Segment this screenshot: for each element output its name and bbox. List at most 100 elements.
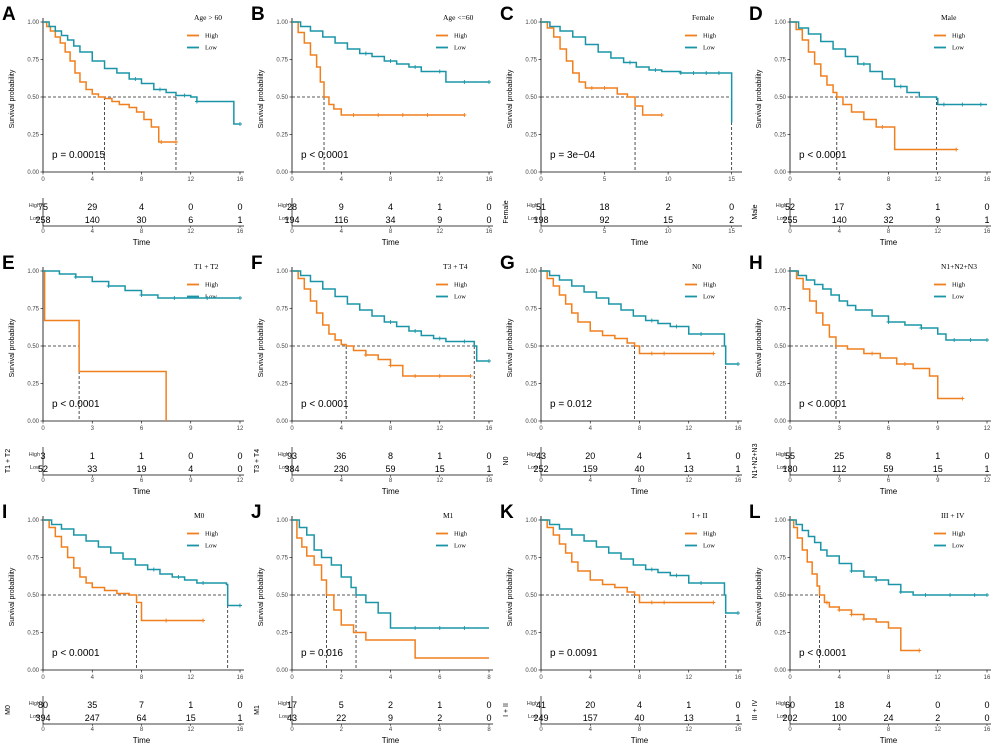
- risk-row-label-high: High: [278, 203, 289, 209]
- risk-count-low: 34: [385, 215, 395, 225]
- x-tick-label: 8: [389, 426, 393, 432]
- risk-count-low: 13: [684, 464, 694, 474]
- censor-mark-low: [678, 71, 683, 75]
- x-tick-label: 16: [237, 177, 244, 183]
- risk-x-tick-label: 12: [436, 478, 443, 484]
- survival-curve-high: [541, 21, 662, 116]
- legend-title: Female: [692, 13, 715, 22]
- x-tick-label: 0: [539, 675, 543, 681]
- censor-mark-low: [437, 336, 442, 341]
- y-tick-label: 1.00: [276, 269, 288, 275]
- risk-count-high: 0: [984, 202, 989, 212]
- censor-mark-high: [468, 374, 473, 378]
- survival-curve-low: [292, 270, 489, 362]
- risk-x-tick-label: 12: [934, 229, 941, 235]
- risk-count-high: 4: [637, 451, 642, 461]
- risk-x-tick-label: 4: [340, 478, 344, 484]
- legend-high-label: High: [454, 282, 468, 289]
- risk-x-tick-label: 6: [140, 478, 144, 484]
- risk-count-high: 4: [637, 700, 642, 710]
- risk-x-tick-label: 4: [589, 727, 593, 733]
- risk-count-low: 15: [663, 215, 673, 225]
- censor-mark-low: [462, 339, 467, 344]
- risk-count-low: 112: [832, 464, 846, 474]
- km-plot-E: E 0.00 0.25 0.50 0.75 1.00 0 3 6 9 12 Survival prob…: [2, 253, 244, 496]
- risk-x-tick-label: 12: [685, 478, 692, 484]
- y-tick-label: 0.75: [525, 556, 537, 562]
- panel-E: E 0.00 0.25 0.50 0.75 1.00 0 3 6 9 12 Survival prob…: [0, 249, 249, 498]
- y-tick-label: 0.00: [774, 419, 786, 425]
- survival-curve-low: [43, 519, 240, 607]
- risk-x-tick-label: 12: [984, 478, 991, 484]
- y-tick-label: 0.75: [774, 556, 786, 562]
- risk-stratum-label: Female: [503, 200, 510, 223]
- risk-count-high: 3: [886, 202, 891, 212]
- risk-count-low: 52: [38, 464, 48, 474]
- censor-mark-low: [952, 338, 957, 342]
- legend-title: Age > 60: [194, 13, 222, 22]
- risk-count-high: 0: [984, 700, 989, 710]
- risk-count-low: 1: [486, 464, 491, 474]
- x-tick-label: 4: [838, 675, 842, 681]
- risk-x-tick-label: 16: [237, 727, 244, 733]
- risk-row-label-high: High: [776, 701, 787, 707]
- y-tick-label: 0.00: [525, 419, 537, 425]
- risk-x-tick-label: 16: [486, 229, 493, 235]
- risk-x-tick-label: 6: [438, 727, 442, 733]
- risk-x-tick-label: 0: [539, 727, 543, 733]
- x-tick-label: 15: [728, 177, 735, 183]
- risk-count-low: 13: [684, 713, 694, 723]
- risk-count-low: 159: [583, 464, 598, 474]
- censor-mark-low: [462, 626, 467, 630]
- x-tick-label: 0: [41, 177, 45, 183]
- risk-count-high: 0: [735, 700, 740, 710]
- panel-C: C 0.00 0.25 0.50 0.75 1.00 0 5 10 15 Survival prob…: [498, 0, 747, 249]
- panel-G: G 0.00 0.25 0.50 0.75 1.00 0 4 8 12 16 Survival pro…: [498, 249, 747, 498]
- censor-mark-low: [886, 320, 891, 324]
- x-axis-label: Time: [133, 238, 151, 247]
- risk-x-tick-label: 0: [290, 727, 294, 733]
- risk-x-tick-label: 8: [638, 727, 642, 733]
- censor-mark-high: [173, 140, 178, 144]
- legend-title: T3 + T4: [443, 262, 468, 271]
- km-plot-D: D 0.00 0.25 0.50 0.75 1.00 0 4 8 12 16 Survival pro…: [749, 4, 991, 247]
- risk-x-tick-label: 0: [539, 478, 543, 484]
- y-tick-label: 0.75: [27, 58, 39, 64]
- censor-mark-low: [139, 293, 144, 297]
- y-axis-label: Survival probability: [507, 318, 514, 377]
- legend-title: I + II: [692, 511, 708, 520]
- censor-mark-high: [824, 600, 829, 605]
- x-tick-label: 12: [685, 426, 692, 432]
- risk-count-low: 157: [583, 713, 598, 723]
- legend-low-label: Low: [952, 543, 964, 550]
- risk-count-high: 8: [886, 451, 891, 461]
- x-tick-label: 4: [589, 426, 593, 432]
- censor-mark-high: [376, 113, 381, 117]
- risk-count-high: 5: [339, 700, 344, 710]
- y-tick-label: 1.00: [27, 269, 39, 275]
- risk-count-low: 202: [782, 713, 797, 723]
- risk-x-tick-label: 8: [140, 727, 144, 733]
- risk-count-low: 249: [533, 713, 548, 723]
- y-tick-label: 0.25: [276, 133, 288, 139]
- risk-count-high: 2: [666, 202, 671, 212]
- censor-mark-low: [194, 99, 199, 104]
- legend-low-label: Low: [454, 294, 466, 301]
- y-tick-label: 0.25: [774, 382, 786, 388]
- panel-letter: G: [500, 253, 515, 274]
- y-tick-label: 0.75: [774, 307, 786, 313]
- censor-mark-low: [874, 578, 879, 582]
- y-tick-label: 0.00: [276, 170, 288, 176]
- risk-x-tick-label: 0: [290, 229, 294, 235]
- y-axis-label: Survival probability: [9, 318, 16, 377]
- risk-count-high: 55: [785, 451, 795, 461]
- censor-mark-high: [880, 125, 885, 129]
- p-value: p = 0.00015: [52, 150, 106, 161]
- risk-x-tick-label: 16: [735, 727, 742, 733]
- x-axis-label: Time: [133, 487, 151, 496]
- risk-count-high: 0: [486, 451, 491, 461]
- censor-mark-high: [849, 612, 854, 617]
- x-tick-label: 12: [237, 426, 244, 432]
- x-tick-label: 3: [838, 426, 842, 432]
